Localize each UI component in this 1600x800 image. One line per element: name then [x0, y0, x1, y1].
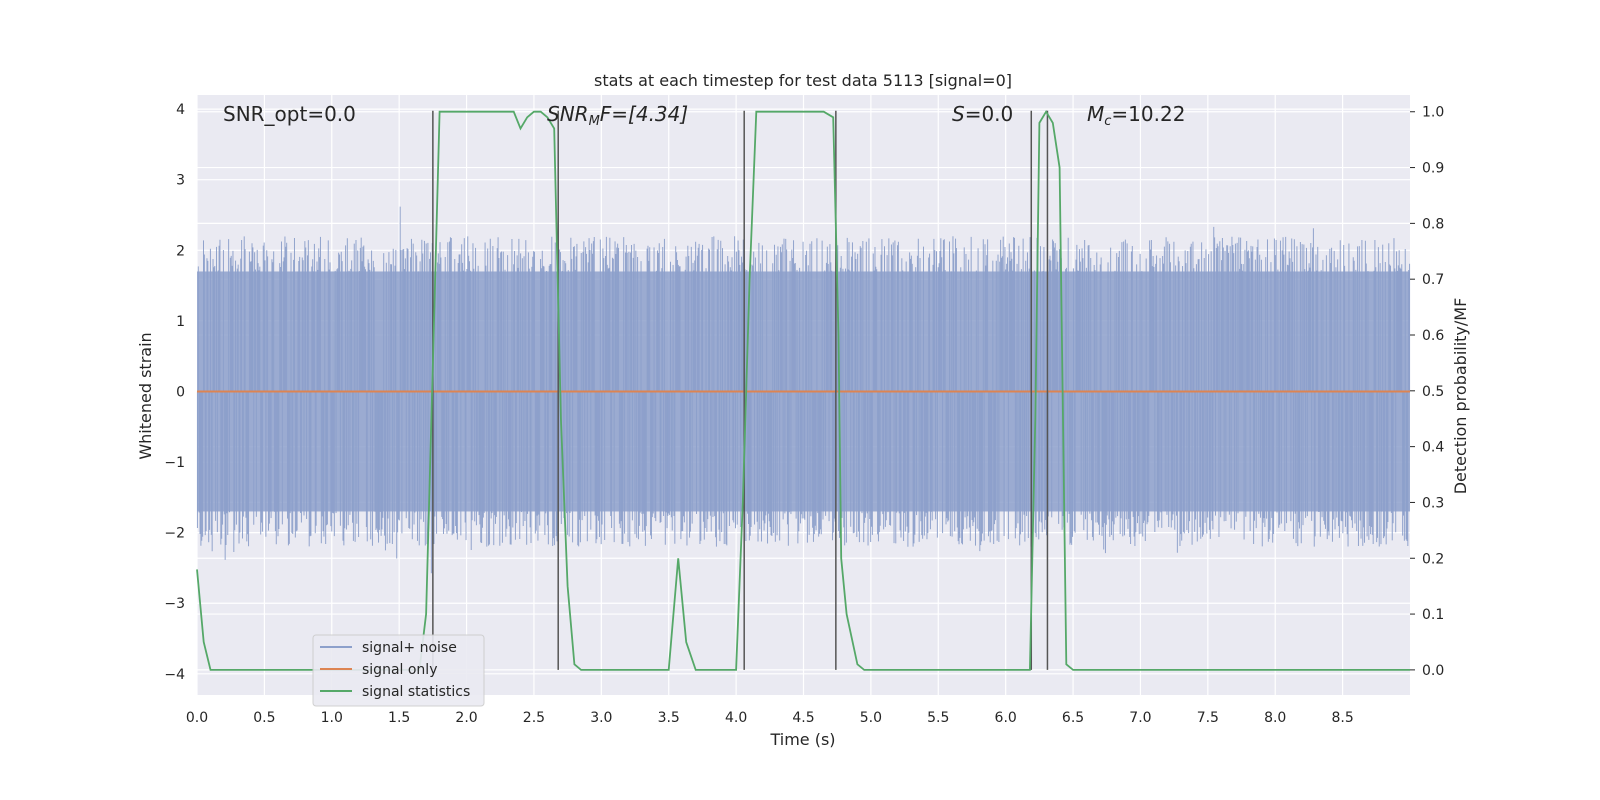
y-right-tick-label: 0.7: [1422, 272, 1444, 288]
y-left-tick-label: −4: [164, 667, 185, 683]
y-right-tick-labels: 1.0 0.9 0.8 0.7 0.6 0.5 0.4 0.3 0.2 0.1 0.0: [1410, 105, 1444, 679]
x-tick-label: 4.0: [725, 710, 747, 726]
x-tick-label: 2.5: [523, 710, 545, 726]
annotation-s-symbol: S: [952, 102, 965, 126]
y-left-tick-label: −2: [164, 526, 185, 542]
x-tick-label: 6.5: [1062, 710, 1084, 726]
annotation-mc-sub: c: [1104, 114, 1111, 129]
x-tick-label: 8.0: [1264, 710, 1286, 726]
y-right-tick-label: 0.8: [1422, 216, 1444, 232]
x-tick-label: 4.5: [792, 710, 814, 726]
x-tick-label: 7.5: [1197, 710, 1219, 726]
y-right-tick-label: 0.4: [1422, 440, 1444, 456]
annotation-mc: Mc=10.22: [1087, 102, 1185, 129]
x-tick-label: 0.5: [253, 710, 275, 726]
x-tick-labels: 0.0 0.5 1.0 1.5 2.0 2.5 3.0 3.5 4.0 4.5 5.0 5.5 6.0 6…: [186, 710, 1354, 726]
annotation-s: S=0.0: [952, 102, 1013, 126]
annotation-mc-base: M: [1087, 102, 1104, 126]
x-tick-label: 5.5: [927, 710, 949, 726]
chart-title: stats at each timestep for test data 511…: [594, 71, 1012, 90]
x-tick-label: 1.5: [388, 710, 410, 726]
x-tick-label: 6.0: [995, 710, 1017, 726]
legend-label-signal-noise: signal+ noise: [362, 640, 457, 656]
legend-label-signal-statistics: signal statistics: [362, 684, 470, 700]
x-tick-label: 2.0: [455, 710, 477, 726]
x-tick-label: 3.0: [590, 710, 612, 726]
y-left-axis-label: Whitened strain: [136, 332, 155, 459]
annotation-snr-opt: SNR_opt=0.0: [223, 102, 356, 126]
series-signal-statistics: [196, 109, 1410, 671]
annotation-snr-mf-base: SNR: [547, 102, 589, 126]
y-left-tick-label: 3: [176, 173, 185, 189]
y-left-tick-label: 1: [176, 314, 185, 330]
y-right-tick-label: 0.3: [1422, 495, 1444, 511]
annotation-snr-mf: SNRMF=[4.34]: [547, 102, 688, 129]
legend: signal+ noise signal only signal statist…: [312, 634, 485, 707]
x-tick-label: 5.0: [860, 710, 882, 726]
x-tick-label: 1.0: [321, 710, 343, 726]
legend-box: [312, 634, 485, 707]
x-tick-label: 7.0: [1129, 710, 1151, 726]
annotation-mc-value: =10.22: [1111, 102, 1185, 126]
y-left-tick-label: 4: [176, 102, 185, 118]
y-left-tick-label: −3: [164, 596, 185, 612]
x-tick-label: 8.5: [1331, 710, 1353, 726]
legend-label-signal-only: signal only: [362, 662, 437, 678]
y-right-tick-label: 0.6: [1422, 328, 1444, 344]
annotation-s-value: =0.0: [965, 102, 1014, 126]
y-left-tick-label: 0: [176, 384, 185, 400]
y-left-tick-label: −1: [164, 455, 185, 471]
y-left-tick-labels: 4 3 2 1 0 −1 −2 −3 −4: [164, 102, 185, 683]
y-right-tick-label: 1.0: [1422, 105, 1444, 121]
annotation-snr-mf-rest: F=[4.34]: [600, 102, 688, 126]
x-tick-label: 3.5: [658, 710, 680, 726]
x-tick-label: 0.0: [186, 710, 208, 726]
x-axis-label: Time (s): [769, 730, 835, 749]
y-right-tick-label: 0.1: [1422, 607, 1444, 623]
annotation-snr-mf-sub: M: [589, 114, 600, 129]
series-signal-noise: [196, 206, 1411, 574]
y-right-tick-label: 0.2: [1422, 551, 1444, 567]
y-right-tick-label: 0.0: [1422, 663, 1444, 679]
y-left-tick-label: 2: [176, 243, 185, 259]
y-right-tick-label: 0.5: [1422, 384, 1444, 400]
y-right-axis-label: Detection probability/MF: [1451, 298, 1470, 495]
y-right-tick-label: 0.9: [1422, 161, 1444, 177]
